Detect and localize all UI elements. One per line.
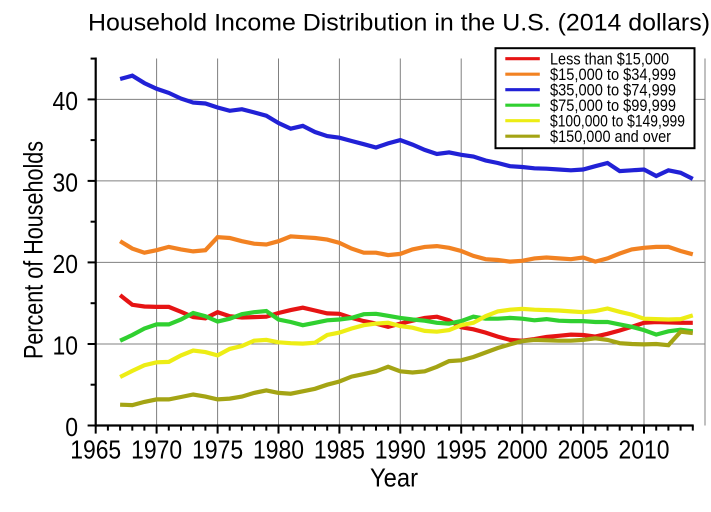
svg-text:Year: Year <box>370 465 418 493</box>
svg-text:$150,000 and over: $150,000 and over <box>550 128 672 146</box>
svg-text:30: 30 <box>53 169 79 197</box>
svg-text:1965: 1965 <box>70 436 121 464</box>
svg-text:2000: 2000 <box>497 436 548 464</box>
svg-text:Household Income Distribution: Household Income Distribution in the U.S… <box>88 10 710 37</box>
svg-text:2005: 2005 <box>558 436 609 464</box>
svg-text:40: 40 <box>53 88 79 116</box>
svg-text:1975: 1975 <box>192 436 243 464</box>
svg-text:$75,000 to $99,999: $75,000 to $99,999 <box>550 97 676 115</box>
svg-text:$100,000 to $149,999: $100,000 to $149,999 <box>550 112 685 130</box>
svg-text:0: 0 <box>65 414 78 442</box>
svg-text:1980: 1980 <box>253 436 304 464</box>
svg-text:1985: 1985 <box>314 436 365 464</box>
svg-text:$35,000 to $74,999: $35,000 to $74,999 <box>550 81 676 99</box>
svg-text:10: 10 <box>53 332 79 360</box>
svg-text:1995: 1995 <box>436 436 487 464</box>
svg-text:1990: 1990 <box>375 436 426 464</box>
svg-text:$15,000 to $34,999: $15,000 to $34,999 <box>550 66 676 84</box>
svg-text:20: 20 <box>53 251 79 279</box>
svg-text:Percent of Households: Percent of Households <box>19 141 49 359</box>
svg-text:2010: 2010 <box>619 436 670 464</box>
svg-text:Less than $15,000: Less than $15,000 <box>550 50 669 68</box>
svg-text:1970: 1970 <box>131 436 182 464</box>
